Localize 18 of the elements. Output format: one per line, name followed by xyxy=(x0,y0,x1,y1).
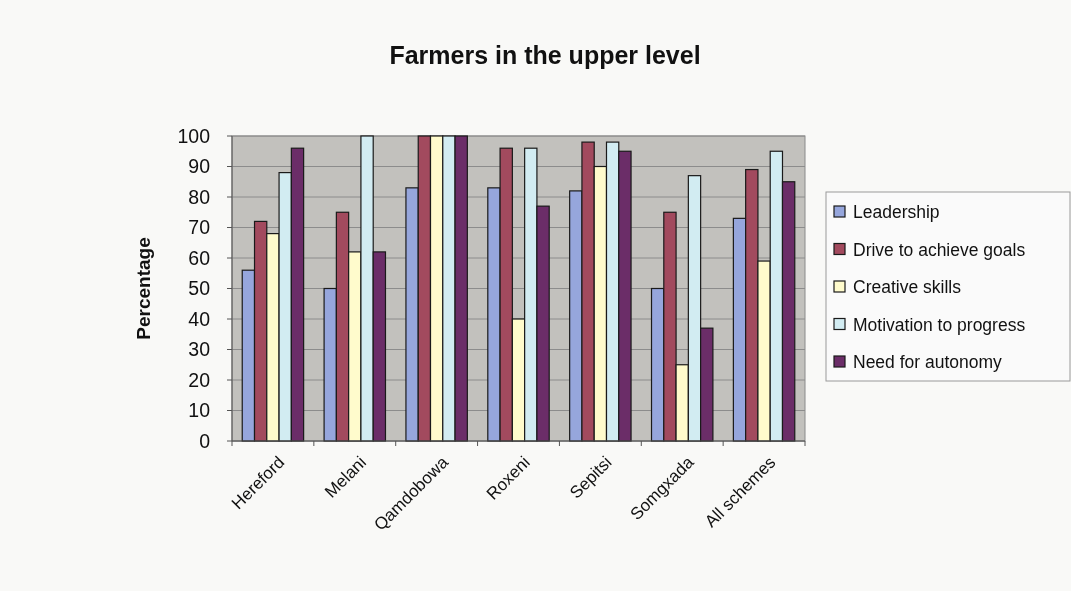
y-axis-title: Percentage xyxy=(133,237,154,340)
legend-label: Motivation to progress xyxy=(853,314,1026,335)
y-tick-label: 80 xyxy=(188,185,211,208)
chart-title: Farmers in the upper level xyxy=(389,41,701,69)
legend-label: Drive to achieve goals xyxy=(853,239,1026,260)
y-tick-label: 60 xyxy=(188,246,211,269)
y-tick-label: 0 xyxy=(199,429,211,452)
y-tick-label: 70 xyxy=(188,216,211,239)
y-tick-label: 20 xyxy=(188,368,211,391)
y-tick-label: 40 xyxy=(188,307,211,330)
y-tick-label: 50 xyxy=(188,277,211,300)
y-tick-label: 10 xyxy=(188,399,211,422)
y-tick-label: 30 xyxy=(188,338,211,361)
y-tick-label: 90 xyxy=(188,155,211,178)
legend-label: Creative skills xyxy=(853,277,962,298)
y-tick-label: 100 xyxy=(177,124,211,147)
legend-label: Leadership xyxy=(853,202,940,223)
legend-label: Need for autonomy xyxy=(853,352,1003,373)
